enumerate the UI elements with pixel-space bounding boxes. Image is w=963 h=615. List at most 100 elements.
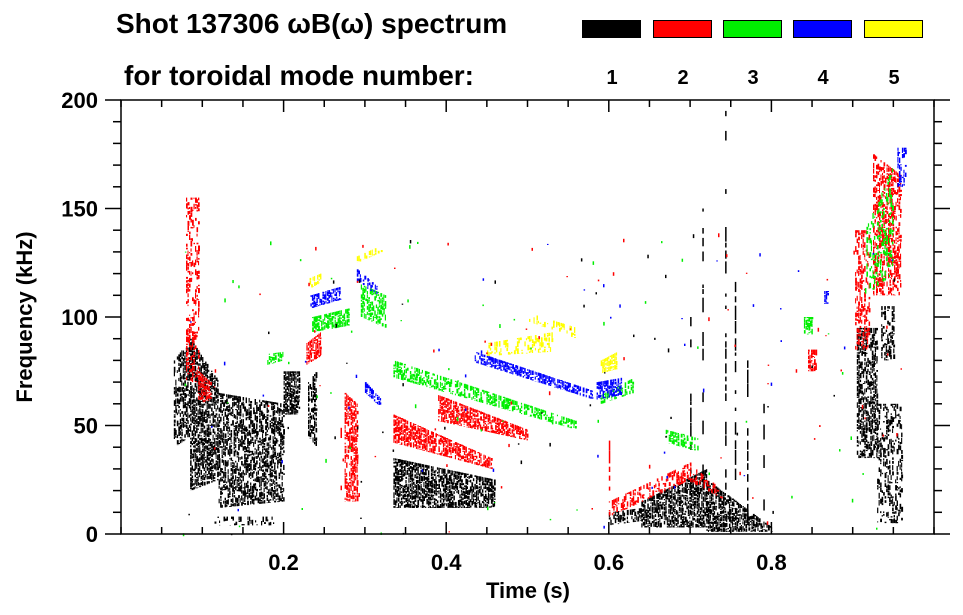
spectral-point	[189, 369, 191, 372]
spectral-point	[448, 485, 450, 489]
spectral-point	[883, 256, 885, 259]
spectral-point	[417, 440, 419, 444]
spectral-point	[669, 508, 672, 515]
spectral-point	[719, 508, 722, 510]
spectral-point	[856, 340, 859, 342]
spectral-point	[477, 410, 479, 412]
spectral-point	[197, 428, 199, 430]
spectral-point	[202, 389, 205, 391]
spectral-point	[236, 456, 239, 458]
spectral-point	[196, 352, 198, 355]
spectral-point	[298, 406, 301, 409]
spectral-point	[295, 403, 298, 408]
spectral-point	[352, 466, 354, 470]
spike-segment	[702, 420, 704, 435]
spectral-point	[510, 423, 512, 425]
spectral-point	[235, 468, 237, 474]
spectral-point	[674, 502, 676, 508]
spectral-point	[353, 447, 356, 451]
spectral-point	[288, 392, 290, 395]
spectral-point	[861, 426, 863, 430]
spectral-point	[193, 407, 195, 411]
spectral-point	[864, 440, 866, 445]
spectral-point	[859, 455, 862, 458]
spectral-point	[417, 427, 420, 432]
spectral-point	[856, 281, 858, 287]
spectral-point	[892, 403, 894, 405]
spectral-point	[206, 475, 208, 480]
spectral-point	[406, 486, 409, 492]
spectral-point	[704, 476, 706, 478]
spectral-point	[862, 427, 865, 431]
spectral-point	[269, 401, 272, 404]
spectral-point	[186, 358, 188, 362]
spectral-point	[870, 363, 872, 366]
spectral-point	[399, 469, 401, 472]
spectral-point	[245, 426, 248, 432]
spectral-point	[711, 489, 713, 493]
spectral-point	[629, 491, 632, 496]
spectral-point	[192, 209, 194, 211]
spectral-point	[257, 476, 259, 483]
spectral-point	[859, 379, 862, 383]
spectral-point	[867, 338, 869, 344]
spectral-point	[185, 406, 188, 413]
spectral-point	[880, 469, 882, 473]
spectral-point	[478, 418, 480, 420]
spectral-point	[229, 495, 231, 498]
spectral-point	[289, 412, 292, 415]
spectral-point	[199, 375, 202, 381]
spectral-point	[205, 385, 207, 390]
spectral-point	[427, 465, 430, 469]
spectral-point	[251, 436, 254, 441]
spectral-point	[269, 472, 272, 478]
spectral-point	[468, 489, 471, 495]
spectral-point	[346, 454, 348, 457]
spectral-point	[858, 346, 860, 351]
spectral-point	[666, 491, 668, 498]
spectral-point	[417, 473, 420, 475]
spectral-point	[418, 485, 421, 491]
spectral-point	[217, 422, 219, 424]
spectral-point	[274, 470, 277, 474]
spectral-point	[196, 463, 198, 469]
spectral-point	[873, 354, 875, 361]
spectral-point	[663, 506, 666, 511]
spectral-point	[877, 211, 880, 218]
spectral-point	[184, 399, 186, 401]
spectral-point	[214, 377, 216, 379]
spectral-point	[708, 488, 710, 492]
spectral-point	[696, 495, 698, 498]
spectral-point	[238, 482, 240, 486]
spectral-point	[873, 401, 876, 405]
spectral-point	[245, 417, 248, 421]
spectral-point	[513, 424, 515, 430]
spectral-point	[686, 506, 689, 510]
spectral-point	[671, 520, 673, 523]
spectral-point	[879, 277, 881, 282]
spectral-point	[187, 250, 189, 256]
spectral-point	[504, 429, 506, 435]
spectral-point	[638, 487, 641, 492]
spectral-point	[507, 429, 509, 435]
spectral-point	[355, 488, 357, 491]
spectral-point	[885, 352, 888, 354]
spectral-point	[484, 413, 486, 416]
spectral-point	[315, 342, 317, 345]
spectral-point	[248, 430, 251, 436]
spectral-point	[858, 351, 860, 355]
spectral-point	[468, 458, 470, 463]
spectral-point	[192, 227, 194, 229]
spectral-point	[227, 460, 229, 466]
spectral-point	[292, 379, 295, 382]
spectral-point	[211, 373, 214, 378]
spectral-point	[855, 298, 857, 304]
spectral-point	[409, 493, 412, 495]
spectral-point	[692, 483, 694, 489]
spectral-point	[352, 417, 354, 419]
spectral-point	[876, 356, 878, 362]
spectral-point	[312, 349, 314, 351]
spectral-point	[198, 326, 200, 331]
spectral-point	[220, 501, 222, 508]
spectral-point	[266, 453, 269, 458]
